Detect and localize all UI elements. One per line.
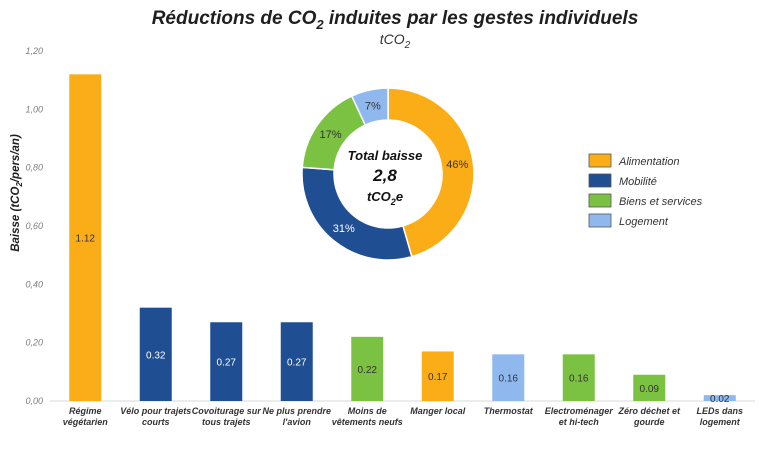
y-axis-label: Baisse (tCO2/pers/an) (10, 134, 24, 252)
y-axis-ticks: 0,00 0,20 0,40 0,60 0,80 1,00 1,20 (25, 46, 43, 406)
legend-label: Biens et services (619, 196, 703, 208)
bar-value-label: 0.09 (640, 384, 660, 395)
bar (210, 322, 243, 401)
chart-subtitle: tCO2 (380, 31, 411, 51)
donut-slice-label: 7% (365, 101, 381, 113)
x-tick-line: Vélo pour trajets (120, 406, 191, 416)
x-tick-line: gourde (633, 417, 665, 427)
x-tick-line: Covoiturage sur (192, 406, 262, 416)
bar-value-label: 0.27 (287, 358, 307, 369)
center-unit-subscript: 2 (390, 197, 396, 207)
x-tick-line: logement (700, 417, 741, 427)
x-tick-label: Vélo pour trajets courts (120, 406, 191, 427)
y-tick-label: 0,80 (25, 163, 43, 173)
x-tick-line: vêtements neufs (332, 417, 403, 427)
donut-chart: 46% 31% 17% 7% (301, 87, 475, 261)
x-tick-label: LEDs dans logement (696, 406, 743, 427)
x-tick-line: Zéro déchet et (617, 406, 681, 416)
ylabel-suffix: /pers/an) (10, 134, 22, 183)
ylabel-subscript: 2 (15, 182, 24, 188)
bar-value-label: 1.12 (76, 234, 96, 245)
legend-label: Mobilité (619, 176, 657, 188)
bar-value-label: 0.27 (217, 358, 237, 369)
bar (280, 322, 313, 401)
x-tick-label: Ne plus prendre l'avion (262, 406, 331, 427)
x-tick-label: Manger local (410, 406, 466, 416)
y-tick-label: 0,00 (25, 396, 43, 406)
x-tick-line: tous trajets (202, 417, 251, 427)
donut-slice-label: 46% (446, 159, 468, 171)
bar (69, 74, 102, 401)
x-tick-label: Covoiturage sur tous trajets (192, 406, 262, 427)
center-unit-suffix: e (396, 189, 403, 204)
x-tick-line: Manger local (410, 406, 466, 416)
bar-value-label: 0.22 (358, 365, 378, 376)
x-tick-line: et hi-tech (559, 417, 600, 427)
x-tick-label: Régime végétarien (63, 406, 109, 427)
chart-title: Réductions de CO2 induites par les geste… (152, 8, 639, 32)
bar-series: 1.12 0.32 0.27 0.27 0.22 0.17 0.16 0.16 0.09 0.02 (69, 74, 736, 405)
ylabel-prefix: Baisse (tCO (10, 187, 22, 252)
legend-label: Logement (619, 216, 669, 228)
title-suffix: induites par les gestes individuels (324, 8, 639, 29)
y-tick-label: 0,40 (25, 279, 43, 289)
bar-value-label: 0.02 (710, 394, 730, 405)
bar (562, 354, 595, 401)
subtitle-prefix: tCO (380, 31, 405, 47)
center-unit-prefix: tCO (367, 189, 391, 204)
donut-slice-label: 31% (333, 223, 355, 235)
bar (351, 336, 384, 401)
x-tick-label: Zéro déchet et gourde (617, 406, 681, 427)
bar-value-label: 0.17 (428, 372, 448, 383)
bar-value-label: 0.32 (146, 350, 166, 361)
x-tick-line: LEDs dans (696, 406, 743, 416)
donut-slice (350, 87, 389, 127)
legend-swatch (588, 173, 612, 188)
bar-value-label: 0.16 (569, 374, 589, 385)
donut-slice-label: 17% (319, 129, 341, 141)
x-tick-label: Moins de vêtements neufs (332, 406, 403, 427)
donut-center-value: 2,8 (372, 166, 397, 185)
legend-label: Alimentation (618, 156, 680, 168)
x-tick-line: végétarien (63, 417, 109, 427)
x-tick-line: Régime (69, 406, 102, 416)
bar-value-label: 0.16 (499, 374, 519, 385)
legend-swatch (588, 153, 612, 168)
subtitle-subscript: 2 (404, 40, 411, 51)
donut-center-unit: tCO2e (367, 189, 403, 207)
bar (703, 395, 736, 401)
legend: Alimentation Mobilité Biens et services Log… (588, 153, 703, 228)
donut-center: Total baisse 2,8 tCO2e (348, 148, 423, 207)
donut-slice (387, 87, 475, 258)
x-tick-line: courts (142, 417, 170, 427)
bar (139, 307, 172, 401)
x-tick-line: Ne plus prendre (262, 406, 331, 416)
x-tick-line: Electroménager (545, 406, 614, 416)
title-subscript: 2 (315, 17, 324, 32)
x-tick-line: l'avion (283, 417, 312, 427)
x-tick-line: Thermostat (484, 406, 534, 416)
bar (421, 351, 454, 401)
legend-swatch (588, 213, 612, 228)
y-tick-label: 1,00 (25, 104, 43, 114)
x-tick-label: Electroménager et hi-tech (545, 406, 614, 427)
title-prefix: Réductions de CO (152, 8, 317, 29)
x-tick-line: Moins de (348, 406, 387, 416)
donut-center-label: Total baisse (348, 148, 423, 163)
x-tick-label: Thermostat (484, 406, 534, 416)
legend-swatch (588, 193, 612, 208)
y-tick-label: 1,20 (25, 46, 43, 56)
y-tick-label: 0,20 (25, 338, 43, 348)
bar (633, 374, 666, 401)
bar (492, 354, 525, 401)
y-tick-label: 0,60 (25, 221, 43, 231)
